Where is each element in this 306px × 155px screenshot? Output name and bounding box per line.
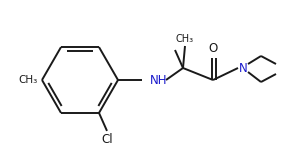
Text: CH₃: CH₃ — [176, 34, 194, 44]
Text: N: N — [239, 62, 247, 75]
Text: O: O — [208, 42, 218, 55]
Text: NH: NH — [150, 73, 167, 86]
Text: CH₃: CH₃ — [19, 75, 38, 85]
Text: Cl: Cl — [101, 133, 113, 146]
